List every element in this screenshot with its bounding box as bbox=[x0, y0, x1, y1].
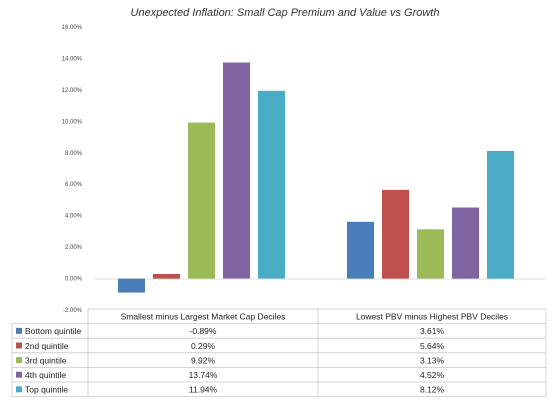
legend-label: Bottom quintile bbox=[25, 326, 81, 336]
table-value-cell: 8.12% bbox=[420, 385, 445, 395]
table-header-category: Smallest minus Largest Market Cap Decile… bbox=[121, 312, 286, 322]
legend-swatch bbox=[16, 327, 22, 334]
bar-series-3-category-2 bbox=[417, 229, 444, 279]
table-value-cell: -0.89% bbox=[190, 326, 217, 336]
table-value-cell: 4.52% bbox=[420, 370, 445, 380]
y-tick-label: 10.00% bbox=[62, 119, 83, 125]
y-tick-label: 16.00% bbox=[62, 25, 83, 31]
y-tick-label: -2.00% bbox=[63, 308, 83, 314]
y-tick-label: 0.00% bbox=[65, 277, 83, 283]
legend-label: Top quintile bbox=[25, 385, 68, 395]
legend-label: 2nd quintile bbox=[25, 341, 69, 351]
table-value-cell: 0.29% bbox=[191, 341, 216, 351]
legend-label: 3rd quintile bbox=[25, 355, 67, 365]
y-tick-label: 4.00% bbox=[65, 214, 83, 220]
data-table: Smallest minus Largest Market Cap Decile… bbox=[11, 308, 547, 398]
legend-swatch bbox=[16, 342, 22, 349]
y-tick-label: 14.00% bbox=[62, 56, 83, 62]
y-tick-label: 6.00% bbox=[65, 182, 83, 188]
chart-title: Unexpected Inflation: Small Cap Premium … bbox=[131, 7, 440, 19]
bar-series-2-category-2 bbox=[382, 189, 409, 279]
bar-series-4-category-1 bbox=[223, 62, 250, 279]
table-value-cell: 3.61% bbox=[420, 326, 445, 336]
legend-swatch bbox=[16, 371, 22, 378]
bar-series-1-category-1 bbox=[118, 278, 145, 293]
legend-swatch bbox=[16, 386, 22, 393]
table-value-cell: 11.94% bbox=[189, 385, 218, 395]
table-value-cell: 9.92% bbox=[191, 355, 216, 365]
bar-series-3-category-1 bbox=[188, 122, 215, 279]
y-tick-label: 8.00% bbox=[65, 151, 83, 157]
bar-series-1-category-2 bbox=[347, 221, 374, 279]
y-axis: -2.00% 0.00% 2.00% 4.00% 6.00% 8.00% 10.00% 12.… bbox=[62, 25, 83, 314]
table-value-cell: 13.74% bbox=[189, 370, 218, 380]
legend-label: 4th quintile bbox=[25, 370, 66, 380]
y-tick-label: 12.00% bbox=[62, 88, 83, 94]
bars bbox=[118, 62, 514, 293]
table-value-cell: 3.13% bbox=[420, 355, 445, 365]
bar-series-2-category-1 bbox=[153, 274, 180, 279]
y-tick-label: 2.00% bbox=[65, 245, 83, 251]
legend-swatch bbox=[16, 357, 22, 364]
bar-series-5-category-2 bbox=[487, 150, 514, 279]
table-value-cell: 5.64% bbox=[420, 341, 445, 351]
bar-series-4-category-2 bbox=[452, 207, 479, 279]
table-header-category: Lowest PBV minus Highest PBV Deciles bbox=[356, 312, 508, 322]
bar-series-5-category-1 bbox=[258, 90, 285, 279]
